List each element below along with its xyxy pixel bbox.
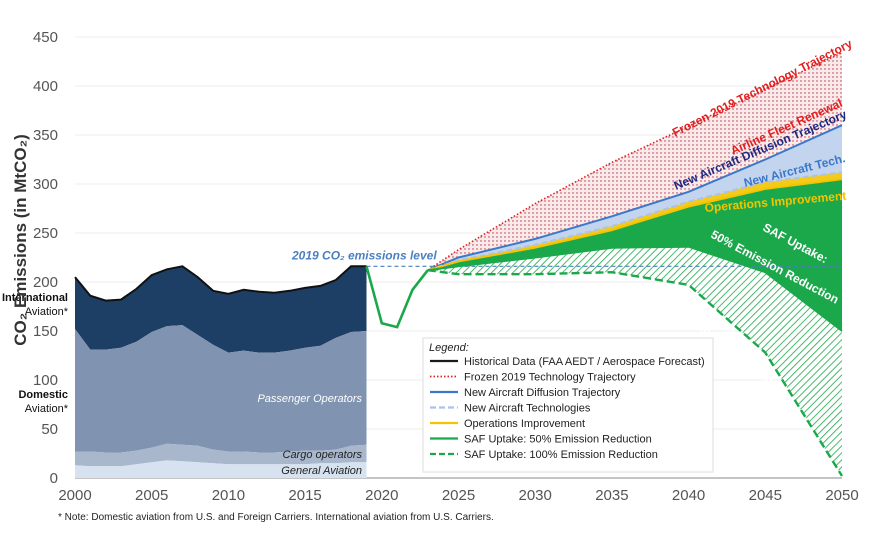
domestic-side-label: Domestic [18,389,68,401]
y-tick-250: 250 [33,225,58,242]
fleet-renewal-area [427,52,842,271]
y-tick-0: 0 [50,470,58,487]
saf-100-line [427,269,844,477]
cargo-label: Cargo operators [283,449,363,461]
x-tick-2005: 2005 [135,487,168,504]
legend-title: Legend: [429,342,469,354]
y-tick-350: 350 [33,127,58,144]
y-tick-300: 300 [33,176,58,193]
x-axis-ticks: 2000 2005 2010 2015 2020 2025 2030 2035 2040 2045… [58,487,858,504]
y-tick-50: 50 [41,421,58,438]
y-tick-200: 200 [33,274,58,291]
area-layer [75,52,842,478]
ops-line [427,178,843,272]
y-axis-ticks: 0 50 100 150 200 250 300 350 400 450 [33,29,58,487]
international-side-sub: Aviation* [25,306,69,318]
cargo-area [75,443,367,467]
footnote: * Note: Domestic aviation from U.S. and … [58,512,494,523]
x-tick-2025: 2025 [442,487,475,504]
y-tick-400: 400 [33,78,58,95]
x-tick-2015: 2015 [288,487,321,504]
covid-dip-line [365,265,429,329]
international-area [75,266,367,353]
historical-line [74,265,367,302]
y-axis-label: CO₂ Emissions (in MtCO₂) [11,134,30,346]
x-tick-2045: 2045 [749,487,782,504]
diffusion-trajectory-line [427,124,843,272]
legend-item-2: New Aircraft Diffusion Trajectory [464,387,621,399]
x-tick-2050: 2050 [825,487,858,504]
x-tick-2000: 2000 [58,487,91,504]
line-layer [74,51,844,477]
saf-50-line [427,245,843,332]
saf-100-area [427,246,842,476]
legend-box [422,337,714,473]
y-tick-150: 150 [33,323,58,340]
x-tick-2030: 2030 [519,487,552,504]
saf-50-area [427,179,842,331]
domestic-side-sub: Aviation* [25,403,69,415]
legend-item-3: New Aircraft Technologies [464,403,591,415]
passenger-area [75,325,367,453]
baseline-2019-label: 2019 CO₂ emissions level [291,248,437,262]
legend-item-6: SAF Uptake: 100% Emission Reduction [464,449,658,461]
legend-item-4: Operations Improvement [464,418,585,430]
ops-improvement-area [427,172,842,271]
legend: Legend: Historical Data (FAA AEDT / Aero… [422,337,714,473]
y-tick-450: 450 [33,29,58,46]
legend-item-5: SAF Uptake: 50% Emission Reduction [464,434,652,446]
x-tick-2020: 2020 [365,487,398,504]
general-aviation-label: General Aviation [281,465,362,477]
passenger-label: Passenger Operators [257,393,362,405]
international-side-label: International [2,292,68,304]
y-tick-100: 100 [33,372,58,389]
legend-item-1: Frozen 2019 Technology Trajectory [464,372,636,384]
general-aviation-area [75,460,367,478]
x-tick-2040: 2040 [672,487,705,504]
legend-item-0: Historical Data (FAA AEDT / Aerospace Fo… [464,356,705,368]
x-tick-2035: 2035 [595,487,628,504]
x-tick-2010: 2010 [212,487,245,504]
